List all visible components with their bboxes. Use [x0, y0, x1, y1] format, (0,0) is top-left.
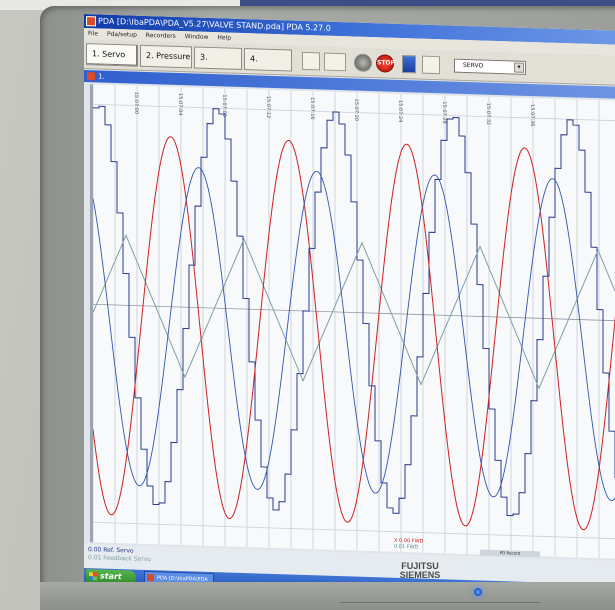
tab-servo[interactable]: 1. Servo — [86, 43, 138, 67]
signal-chart[interactable]: 15:07:00 15:07:04 15:07:08 15:07:12 15:07:16… — [90, 84, 615, 559]
subwindow-title: 1. — [98, 72, 105, 81]
start-label: start — [100, 571, 122, 582]
grid-line — [93, 521, 615, 540]
arrows-icon[interactable] — [402, 54, 416, 74]
chevron-down-icon[interactable]: ▾ — [514, 62, 524, 73]
pause-icon[interactable] — [354, 53, 372, 73]
x-tick-label: 15:07:20 — [353, 98, 359, 121]
windows-logo-icon — [89, 572, 97, 581]
view-select[interactable]: SERVO ▾ — [454, 58, 526, 75]
menu-help[interactable]: Help — [217, 34, 232, 42]
x-tick-label: 15:07:00 — [133, 92, 139, 115]
view-select-value: SERVO — [463, 61, 484, 70]
chart-x-ticks: 15:07:00 15:07:04 15:07:08 15:07:12 15:07:16… — [133, 92, 535, 127]
grid-line — [93, 103, 615, 122]
bezel-seam — [340, 602, 540, 603]
legend-channels: 0.00 Ref. Servo 0.01 Feedback Servo — [88, 546, 151, 564]
monitor-screen: PDA [D:\IbaPDA\PDA_V5.27\VALVE STAND.pda… — [84, 14, 615, 601]
x-tick-label: 15:07:16 — [309, 97, 315, 120]
background-paper — [0, 0, 240, 10]
signal-tool-icon[interactable] — [302, 51, 320, 71]
legend-markers: X 0.00 FWD 0.01 FWD — [394, 538, 423, 551]
monitor-brand: FUJITSU SIEMENS — [399, 561, 441, 580]
tab-4[interactable]: 4. — [244, 48, 292, 72]
legend-tag: PD Record — [480, 549, 540, 558]
menu-file[interactable]: File — [88, 30, 99, 38]
ref-servo-line — [93, 105, 615, 517]
power-led-icon — [474, 588, 482, 596]
print-icon[interactable] — [422, 55, 440, 75]
menu-window[interactable]: Window — [184, 33, 209, 41]
x-tick-label: 15:07:32 — [485, 103, 491, 126]
x-tick-label: 15:07:08 — [221, 94, 227, 117]
tab-pressure[interactable]: 2. Pressure — [140, 44, 192, 69]
feedback-servo-line — [93, 234, 615, 390]
legend-marker-teal: 0.01 FWD — [394, 543, 419, 551]
monitor-bezel-bottom — [40, 582, 615, 610]
stop-button[interactable]: STOP — [376, 54, 395, 73]
stop-label: STOP — [377, 59, 395, 67]
waveform-tool-icon[interactable] — [324, 52, 346, 72]
legend-feedback-servo: 0.01 Feedback Servo — [88, 554, 151, 564]
x-tick-label: 15:07:28 — [441, 101, 447, 124]
x-tick-label: 15:07:24 — [397, 100, 403, 123]
blue-signal-line — [93, 167, 615, 501]
chart-grid — [93, 84, 615, 559]
subwindow-icon — [87, 72, 95, 81]
tab-3[interactable]: 3. — [194, 46, 242, 70]
pda-task-icon — [147, 573, 154, 582]
pda-app-icon — [86, 16, 96, 27]
grid-line — [93, 303, 615, 322]
x-tick-label: 15:07:04 — [177, 93, 183, 116]
red-signal-line — [93, 136, 615, 531]
x-tick-label: 15:07:36 — [529, 104, 535, 127]
menu-recorders[interactable]: Recorders — [145, 31, 176, 40]
x-tick-label: 15:07:12 — [265, 96, 271, 119]
background-blue-panel — [240, 0, 615, 8]
menu-pda-setup[interactable]: Pda/setup — [106, 30, 137, 39]
chart-svg: 15:07:00 15:07:04 15:07:08 15:07:12 15:07:16… — [93, 84, 615, 559]
